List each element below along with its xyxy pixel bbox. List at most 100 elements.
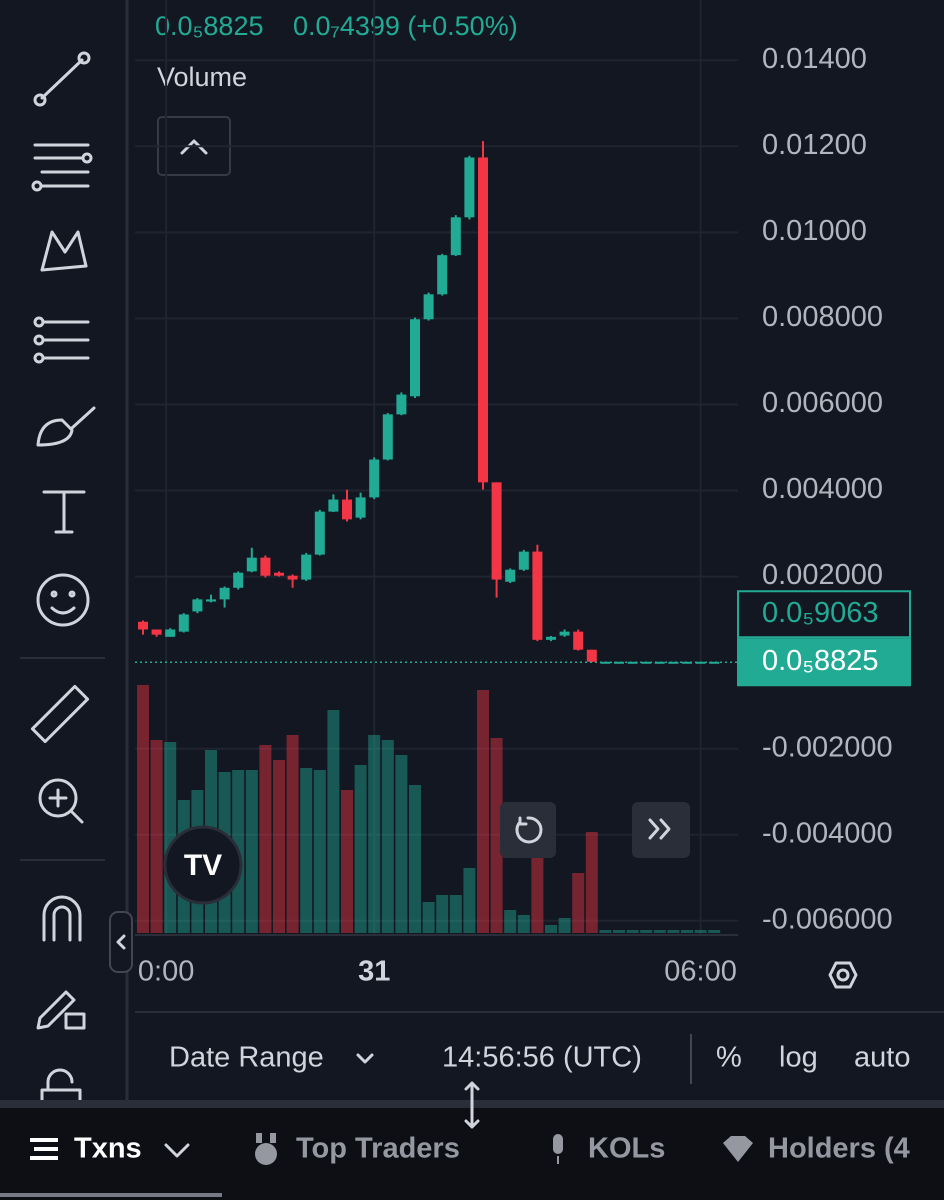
emoji-tool[interactable] xyxy=(36,573,90,627)
candle-body xyxy=(151,629,162,635)
volume-bar xyxy=(613,930,625,933)
trend-line-tool[interactable] xyxy=(33,51,91,107)
ruler-tool[interactable] xyxy=(30,684,90,744)
percent-toggle[interactable]: % xyxy=(716,1042,742,1074)
volume-bar xyxy=(545,925,557,933)
lock-drawing-tool[interactable] xyxy=(36,990,86,1030)
volume-bar xyxy=(341,790,353,933)
candle-body xyxy=(573,631,584,650)
price-label: 0.0₅8825 xyxy=(762,645,879,677)
tab[interactable]: Top Traders xyxy=(296,1133,460,1165)
tab[interactable]: Txns xyxy=(74,1133,142,1165)
volume-bar xyxy=(585,832,598,933)
mic-icon xyxy=(553,1134,563,1164)
reset-icon xyxy=(515,816,543,844)
candle-body xyxy=(342,499,352,520)
candle-body xyxy=(423,294,434,320)
volume-bar xyxy=(273,760,285,933)
volume-bar xyxy=(381,740,394,933)
candle-body xyxy=(410,319,420,397)
volume-bar xyxy=(599,930,612,933)
tab-underline xyxy=(0,1193,222,1197)
y-tick-label: 0.004000 xyxy=(762,473,883,505)
auto-toggle[interactable]: auto xyxy=(854,1042,910,1074)
txns-icon xyxy=(30,1138,58,1160)
log-toggle[interactable]: log xyxy=(779,1042,818,1074)
volume-bar xyxy=(300,768,313,933)
fib-tool[interactable] xyxy=(33,316,90,364)
candle-body xyxy=(518,551,529,570)
pattern-tool[interactable] xyxy=(40,230,88,272)
y-tick-label: -0.006000 xyxy=(762,903,893,935)
magnet-tool[interactable] xyxy=(42,895,82,942)
tab[interactable]: Holders (4 xyxy=(768,1133,910,1165)
x-tick-label: 31 xyxy=(358,956,390,988)
candle-body xyxy=(491,482,502,580)
volume-bar xyxy=(286,735,299,933)
scroll-right-button[interactable] xyxy=(632,802,690,858)
candle-body xyxy=(192,599,203,612)
price-label-box xyxy=(737,638,911,687)
y-tick-label: 0.006000 xyxy=(762,387,883,419)
settings-button[interactable] xyxy=(828,961,858,989)
candle-body xyxy=(314,511,325,555)
brush-tool[interactable] xyxy=(36,406,96,447)
reset-button[interactable] xyxy=(500,802,556,858)
volume-bar xyxy=(626,930,639,933)
volume-bar xyxy=(681,930,693,933)
text-tool[interactable] xyxy=(42,490,86,534)
volume-bar xyxy=(164,742,177,933)
candle-body xyxy=(478,157,488,483)
volume-bar xyxy=(463,868,476,933)
tab[interactable]: KOLs xyxy=(588,1133,665,1165)
volume-bar xyxy=(490,738,503,933)
zoom-tool[interactable] xyxy=(38,778,84,824)
candle-body xyxy=(287,575,298,580)
candle-body xyxy=(246,557,257,572)
candle-body xyxy=(464,157,475,218)
candle-body xyxy=(532,551,543,640)
candle-body xyxy=(382,414,393,460)
candle-body xyxy=(709,661,720,664)
candle-body xyxy=(614,661,624,664)
volume-bar xyxy=(517,915,530,933)
volume-bar xyxy=(150,740,163,933)
y-tick-label: -0.002000 xyxy=(762,731,893,763)
left-toolbar xyxy=(0,0,126,1100)
volume-bar xyxy=(422,902,435,933)
volume-bar xyxy=(409,785,421,933)
legend-price: 0.0₅8825 xyxy=(155,11,263,41)
logo-mark: TV xyxy=(184,849,222,882)
candle-body xyxy=(627,661,638,664)
candle-body xyxy=(233,572,244,588)
y-tick-label: 0.01000 xyxy=(762,215,867,247)
volume-bar xyxy=(259,745,272,933)
chevron-up xyxy=(180,139,208,155)
candle-body xyxy=(654,661,665,664)
candle-body xyxy=(586,649,597,662)
trophy-icon xyxy=(255,1133,277,1165)
y-tick-label: 0.01200 xyxy=(762,129,867,161)
parallel-lines-tool[interactable] xyxy=(31,143,93,192)
volume-bar xyxy=(558,918,571,933)
tradingview-logo[interactable] xyxy=(163,825,243,905)
tab-caret xyxy=(164,1143,190,1158)
candle-body xyxy=(219,587,230,600)
clock[interactable]: 14:56:56 (UTC) xyxy=(442,1042,642,1074)
volume-bar xyxy=(245,770,258,933)
candle-body xyxy=(260,557,271,576)
scroll-right-icon xyxy=(648,818,671,840)
y-tick-label: -0.004000 xyxy=(762,817,893,849)
candle-body xyxy=(274,572,284,576)
volume-bar xyxy=(395,755,408,933)
volume-bar xyxy=(640,930,653,933)
candle-body xyxy=(301,554,312,580)
volume-bar xyxy=(137,685,149,933)
candle-body xyxy=(206,599,216,602)
candle-body xyxy=(505,569,516,582)
date-range[interactable]: Date Range xyxy=(169,1042,324,1074)
volume-bar xyxy=(313,770,326,933)
candle-body xyxy=(396,394,407,415)
collapse-toolbar[interactable] xyxy=(109,911,133,973)
